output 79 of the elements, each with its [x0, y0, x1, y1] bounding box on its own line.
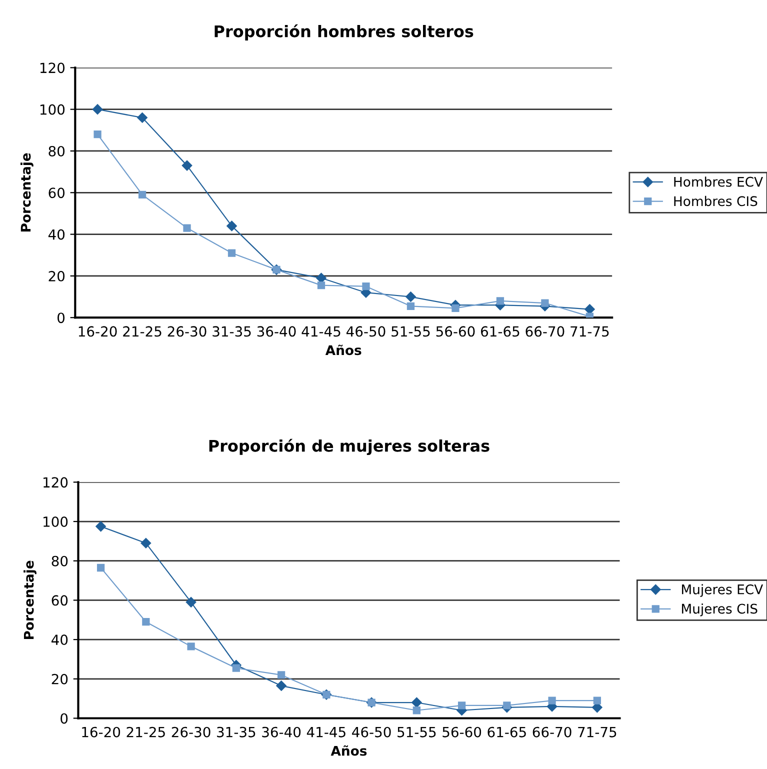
point [584, 304, 595, 314]
x-tick-label: 51-55 [398, 727, 436, 738]
point [183, 224, 191, 232]
x-tick-label: 46-50 [346, 326, 386, 337]
x-tick-label: 36-40 [262, 726, 301, 738]
y-tick-label: 40 [48, 229, 65, 240]
x-tick-label: 26-30 [172, 726, 210, 738]
point [182, 160, 192, 171]
point [593, 696, 601, 704]
y-axis-title: Porcentaje [24, 560, 36, 640]
point [92, 104, 103, 114]
point [226, 220, 237, 232]
point [406, 302, 415, 310]
y-tick-label: 20 [48, 270, 65, 282]
x-axis-title: Años [325, 344, 362, 356]
point [458, 702, 466, 710]
y-tick-label: 60 [48, 188, 65, 198]
y-tick-label: 60 [52, 595, 68, 606]
x-tick-label: 71-75 [570, 326, 609, 337]
point [96, 521, 106, 532]
x-tick-label: 66-70 [532, 726, 572, 738]
legend-label: Hombres CIS [674, 196, 758, 206]
y-tick-label: 0 [60, 713, 68, 724]
point [541, 299, 549, 307]
point [276, 680, 286, 691]
point [412, 697, 422, 708]
y-tick-label: 120 [40, 62, 65, 74]
chart-title: Proporción de mujeres solteras [209, 438, 490, 456]
x-tick-label: 16-20 [82, 726, 120, 738]
point [94, 130, 102, 138]
x-tick-label: 56-60 [436, 326, 475, 337]
x-tick-label: 26-30 [168, 326, 206, 337]
x-tick-label: 51-55 [392, 326, 430, 337]
point [96, 564, 105, 572]
point [142, 618, 150, 626]
chart-title: Proporción hombres solteros [214, 24, 474, 40]
point [317, 281, 326, 290]
y-tick-label: 100 [40, 104, 65, 115]
point [137, 112, 148, 123]
y-tick-label: 120 [44, 477, 68, 488]
point [138, 190, 146, 199]
x-tick-label: 31-35 [217, 726, 256, 738]
y-tick-label: 20 [52, 674, 68, 684]
x-axis-title: Años [330, 745, 367, 756]
y-tick-label: 80 [48, 146, 65, 156]
point [228, 249, 236, 257]
legend-label: Mujeres ECV [682, 584, 764, 597]
point [503, 702, 511, 710]
x-tick-label: 16-20 [78, 326, 117, 337]
x-tick-label: 41-45 [306, 727, 346, 738]
y-tick-label: 0 [58, 312, 65, 324]
y-tick-label: 80 [52, 556, 68, 566]
x-tick-label: 21-25 [123, 326, 162, 337]
x-tick-label: 36-40 [257, 326, 296, 337]
y-axis-title: Porcentaje [20, 153, 34, 232]
x-tick-label: 41-45 [302, 326, 340, 337]
point [187, 642, 195, 650]
point [232, 664, 240, 672]
point [412, 706, 420, 714]
point [452, 304, 460, 312]
point [186, 597, 196, 608]
point [362, 282, 370, 290]
point [496, 297, 504, 305]
x-tick-label: 66-70 [526, 326, 564, 337]
point [406, 292, 416, 302]
point [140, 538, 152, 548]
x-tick-label: 71-75 [578, 727, 616, 738]
legend-label: Hombres ECV [674, 176, 763, 187]
point [548, 696, 556, 704]
x-tick-label: 21-25 [126, 726, 165, 738]
y-tick-label: 100 [44, 516, 68, 527]
x-tick-label: 46-50 [352, 726, 391, 738]
point [277, 671, 286, 679]
x-tick-label: 61-65 [481, 326, 520, 337]
x-tick-label: 31-35 [212, 326, 251, 337]
y-tick-label: 40 [52, 634, 68, 646]
legend-label: Mujeres CIS [682, 604, 758, 616]
x-tick-label: 61-65 [488, 726, 526, 738]
x-tick-label: 56-60 [442, 726, 482, 738]
